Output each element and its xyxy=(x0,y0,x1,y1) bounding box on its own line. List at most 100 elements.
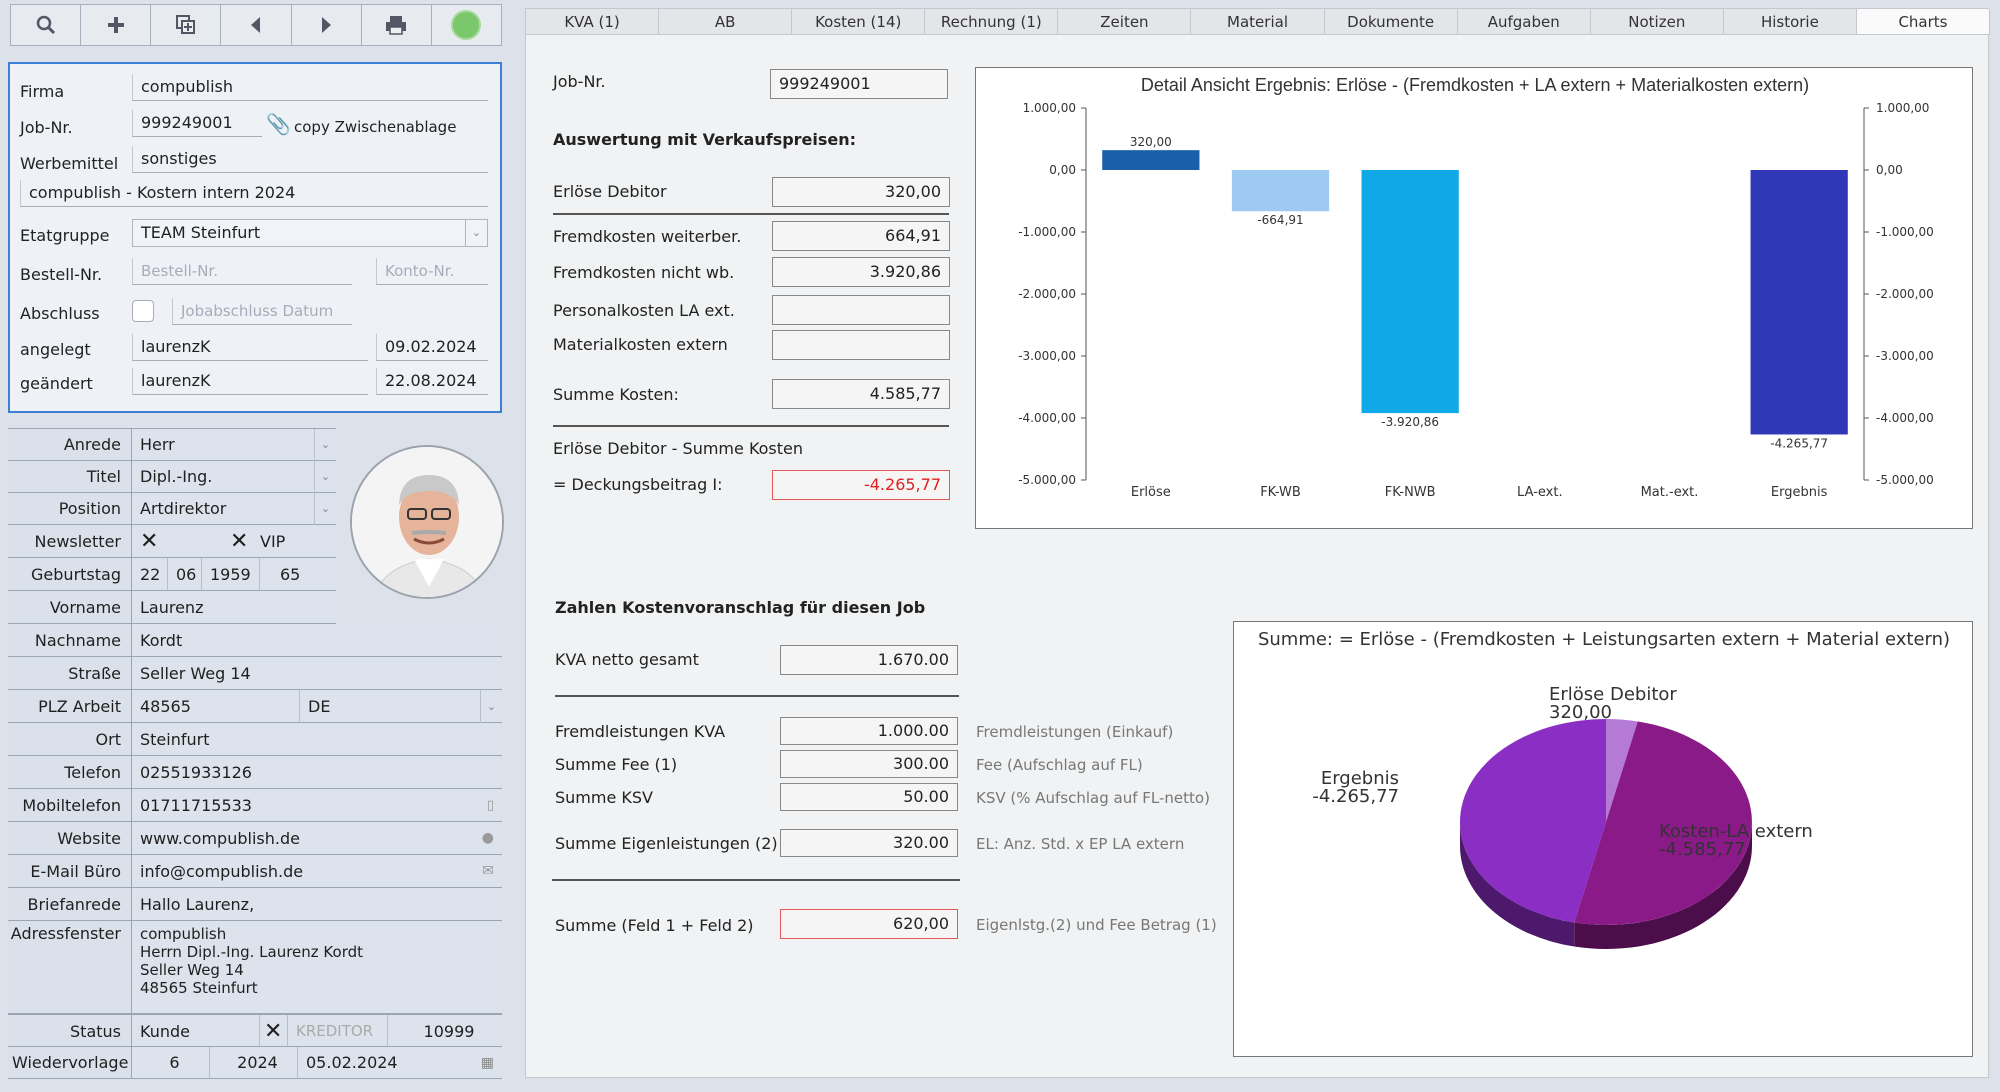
print-icon[interactable] xyxy=(362,5,432,45)
arrow-left-icon[interactable] xyxy=(221,5,292,45)
fk-nwb-field[interactable]: 3.920,86 xyxy=(772,257,950,287)
anrede-select[interactable]: Herr ⌄ xyxy=(132,429,336,461)
nachname-row: Nachname Kordt xyxy=(8,624,502,657)
chevron-down-icon[interactable]: ⌄ xyxy=(314,493,336,525)
tab-dokumente[interactable]: Dokumente xyxy=(1325,9,1458,34)
firma-field[interactable]: compublish xyxy=(132,74,488,101)
angelegt-label: angelegt xyxy=(20,340,91,359)
vorname-field[interactable]: Laurenz xyxy=(132,591,336,623)
jobnr-field[interactable]: 999249001 xyxy=(132,110,262,137)
fk-wb-label: Fremdkosten weiterber. xyxy=(553,227,742,246)
mat-field[interactable] xyxy=(772,330,950,360)
divider xyxy=(553,213,949,215)
brief-field[interactable]: Hallo Laurenz, xyxy=(132,888,502,920)
geaendert-user[interactable]: laurenzK xyxy=(132,368,368,395)
etatgruppe-select[interactable]: TEAM Steinfurt ⌄ xyxy=(132,219,488,247)
copy-clipboard-button[interactable]: copy Zwischenablage xyxy=(294,118,457,136)
plus-icon[interactable] xyxy=(81,5,152,45)
eval-jobnr-field[interactable]: 999249001 xyxy=(770,69,948,99)
pie-chart-panel: Summe: = Erlöse - (Fremdkosten + Leistun… xyxy=(1233,621,1973,1057)
kontonr-field[interactable]: Konto-Nr. xyxy=(376,258,488,285)
vorname-label: Vorname xyxy=(8,591,132,623)
summe-kosten-field[interactable]: 4.585,77 xyxy=(772,379,950,409)
website-field[interactable]: www.compublish.de xyxy=(140,829,300,848)
ort-field[interactable]: Steinfurt xyxy=(132,723,502,755)
y-tick-label: -1.000,00 xyxy=(1018,225,1076,239)
telefon-field[interactable]: 02551933126 xyxy=(132,756,502,788)
nachname-label: Nachname xyxy=(8,624,132,656)
chevron-down-icon[interactable]: ⌄ xyxy=(314,461,336,493)
angelegt-user[interactable]: laurenzK xyxy=(132,334,368,361)
tab-zeiten[interactable]: Zeiten xyxy=(1058,9,1192,34)
deckungsbeitrag-field[interactable]: -4.265,77 xyxy=(772,470,950,500)
adress-line: 48565 Steinfurt xyxy=(140,979,258,997)
kva-row-field[interactable]: 320.00 xyxy=(780,829,958,857)
kva-sum-field[interactable]: 620,00 xyxy=(780,909,958,939)
kreditor-checkbox[interactable]: ✕ xyxy=(260,1015,288,1046)
geaendert-date[interactable]: 22.08.2024 xyxy=(376,368,488,395)
telefon-row: Telefon 02551933126 xyxy=(8,756,502,789)
wiedervorlage-week[interactable]: 6 xyxy=(132,1047,210,1078)
jobabschluss-date-field[interactable]: Jobabschluss Datum xyxy=(172,298,352,325)
kva-row-field[interactable]: 300.00 xyxy=(780,750,958,778)
titel-select[interactable]: Dipl.-Ing. ⌄ xyxy=(132,461,336,493)
mobil-field[interactable]: 01711715533 xyxy=(140,796,252,815)
titel-label: Titel xyxy=(8,461,132,492)
status-field[interactable]: Kunde xyxy=(132,1015,260,1046)
wiedervorlage-year[interactable]: 2024 xyxy=(210,1047,298,1078)
paperclip-icon[interactable]: 📎 xyxy=(266,112,291,136)
geb-month[interactable]: 06 xyxy=(168,558,202,590)
strasse-field[interactable]: Seller Weg 14 xyxy=(132,657,502,689)
chevron-down-icon[interactable]: ⌄ xyxy=(480,690,502,723)
y-tick-label: 0,00 xyxy=(1876,163,1903,177)
pers-field[interactable] xyxy=(772,295,950,325)
fk-wb-field[interactable]: 664,91 xyxy=(772,221,950,251)
status-number[interactable]: 10999 xyxy=(388,1015,502,1046)
angelegt-date[interactable]: 09.02.2024 xyxy=(376,334,488,361)
phone-icon[interactable]: ▯ xyxy=(486,798,494,813)
bar-chart-panel: Detail Ansicht Ergebnis: Erlöse - (Fremd… xyxy=(975,67,1973,529)
job-title-field[interactable]: compublish - Kostern intern 2024 xyxy=(20,180,488,207)
abschluss-checkbox[interactable] xyxy=(132,300,154,322)
tab-kva[interactable]: KVA (1) xyxy=(526,9,660,34)
status-green-icon[interactable] xyxy=(432,5,501,45)
calendar-icon[interactable]: ▦ xyxy=(480,1055,494,1071)
nachname-field[interactable]: Kordt xyxy=(132,624,502,656)
newsletter-checkbox[interactable]: ✕ xyxy=(140,529,159,554)
duplicate-icon[interactable] xyxy=(151,5,222,45)
tab-ab[interactable]: AB xyxy=(659,9,793,34)
erloese-field[interactable]: 320,00 xyxy=(772,177,950,207)
y-tick-label: 1.000,00 xyxy=(1876,101,1929,115)
land-select[interactable]: DE ⌄ xyxy=(300,690,502,723)
chevron-down-icon[interactable]: ⌄ xyxy=(465,220,487,246)
arrow-right-icon[interactable] xyxy=(292,5,362,45)
search-icon[interactable] xyxy=(11,5,82,45)
chevron-down-icon[interactable]: ⌄ xyxy=(314,429,336,461)
position-select[interactable]: Artdirektor ⌄ xyxy=(132,493,336,525)
tab-kosten[interactable]: Kosten (14) xyxy=(792,9,926,34)
globe-icon[interactable]: ● xyxy=(481,830,494,846)
tab-notizen[interactable]: Notizen xyxy=(1591,9,1724,34)
pie-chart: Summe: = Erlöse - (Fremdkosten + Leistun… xyxy=(1258,629,1950,949)
geb-day[interactable]: 22 xyxy=(132,558,168,590)
vip-checkbox[interactable]: ✕ xyxy=(230,529,249,554)
tab-material[interactable]: Material xyxy=(1191,9,1325,34)
y-tick-label: -4.000,00 xyxy=(1876,411,1934,425)
plz-field[interactable]: 48565 xyxy=(132,690,300,722)
werbemittel-field[interactable]: sonstiges xyxy=(132,146,488,173)
geburtstag-label: Geburtstag xyxy=(8,558,132,590)
bestellnr-field[interactable]: Bestell-Nr. xyxy=(132,258,352,285)
wiedervorlage-date[interactable]: 05.02.2024 ▦ xyxy=(298,1047,502,1078)
adress-field[interactable]: compublish Herrn Dipl.-Ing. Laurenz Kord… xyxy=(132,921,502,1013)
mail-icon[interactable]: ✉ xyxy=(482,863,494,879)
tab-historie[interactable]: Historie xyxy=(1724,9,1857,34)
summe-kosten-label: Summe Kosten: xyxy=(553,385,679,404)
kva-row-field[interactable]: 1.000.00 xyxy=(780,717,958,745)
geb-year[interactable]: 1959 xyxy=(202,558,260,590)
kva-row-field[interactable]: 50.00 xyxy=(780,783,958,811)
tab-charts[interactable]: Charts xyxy=(1856,9,1991,34)
tab-rechnung[interactable]: Rechnung (1) xyxy=(925,9,1059,34)
email-field[interactable]: info@compublish.de xyxy=(140,862,304,881)
tab-aufgaben[interactable]: Aufgaben xyxy=(1458,9,1591,34)
kva-netto-field[interactable]: 1.670.00 xyxy=(780,645,958,675)
